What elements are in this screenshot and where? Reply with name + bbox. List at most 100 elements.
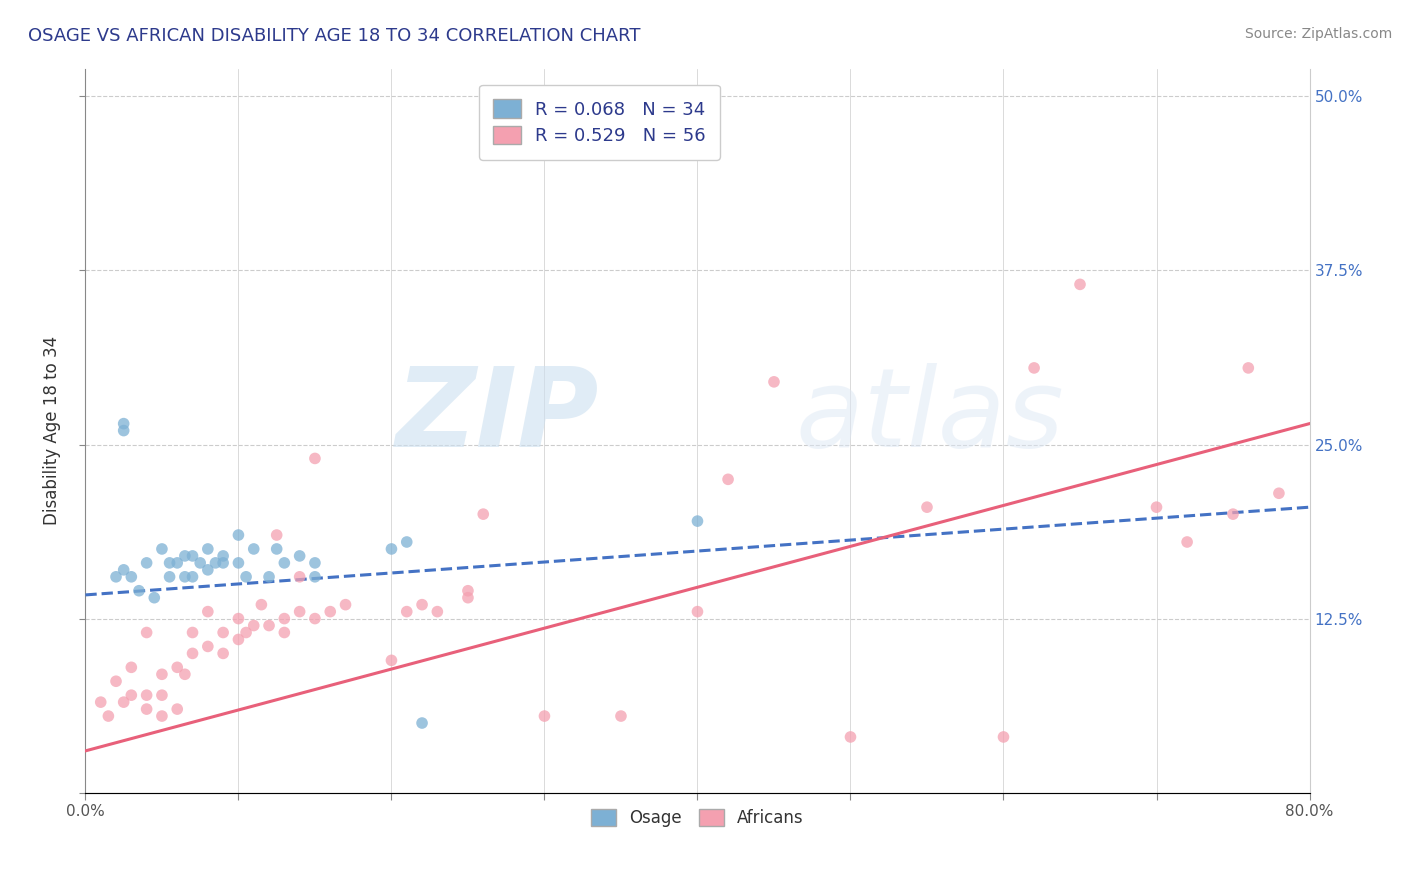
Point: [273, 611, 295, 625]
Point: [212, 625, 235, 640]
Point: [1175, 535, 1198, 549]
Text: Source: ZipAtlas.com: Source: ZipAtlas.com: [1244, 27, 1392, 41]
Point: [150, 688, 173, 702]
Point: [411, 716, 433, 731]
Point: [235, 570, 257, 584]
Point: [181, 549, 204, 563]
Point: [150, 709, 173, 723]
Point: [426, 605, 449, 619]
Point: [273, 625, 295, 640]
Point: [288, 549, 311, 563]
Point: [839, 730, 862, 744]
Point: [273, 556, 295, 570]
Point: [304, 570, 326, 584]
Point: [159, 570, 181, 584]
Point: [173, 570, 195, 584]
Point: [135, 556, 157, 570]
Point: [335, 598, 357, 612]
Point: [181, 570, 204, 584]
Legend: Osage, Africans: Osage, Africans: [583, 800, 813, 835]
Point: [212, 549, 235, 563]
Point: [1069, 277, 1091, 292]
Point: [112, 417, 135, 431]
Point: [90, 695, 112, 709]
Point: [97, 709, 120, 723]
Point: [1268, 486, 1291, 500]
Point: [166, 556, 188, 570]
Point: [395, 535, 418, 549]
Point: [228, 611, 250, 625]
Point: [915, 500, 938, 515]
Point: [105, 570, 128, 584]
Point: [457, 591, 479, 605]
Text: atlas: atlas: [796, 363, 1064, 469]
Point: [228, 556, 250, 570]
Point: [235, 625, 257, 640]
Point: [143, 591, 166, 605]
Point: [135, 702, 157, 716]
Point: [197, 605, 219, 619]
Point: [181, 625, 204, 640]
Point: [150, 541, 173, 556]
Point: [188, 556, 211, 570]
Point: [128, 583, 150, 598]
Point: [242, 618, 264, 632]
Point: [380, 541, 402, 556]
Point: [197, 640, 219, 654]
Point: [166, 702, 188, 716]
Point: [319, 605, 342, 619]
Point: [228, 528, 250, 542]
Point: [257, 618, 280, 632]
Point: [181, 647, 204, 661]
Point: [266, 528, 288, 542]
Point: [304, 556, 326, 570]
Point: [159, 556, 181, 570]
Point: [112, 695, 135, 709]
Point: [1222, 507, 1244, 521]
Point: [686, 514, 709, 528]
Point: [266, 541, 288, 556]
Point: [472, 507, 495, 521]
Point: [533, 709, 555, 723]
Point: [105, 674, 128, 689]
Point: [173, 667, 195, 681]
Point: [610, 709, 633, 723]
Point: [304, 451, 326, 466]
Point: [204, 556, 226, 570]
Point: [112, 563, 135, 577]
Point: [717, 472, 740, 486]
Text: OSAGE VS AFRICAN DISABILITY AGE 18 TO 34 CORRELATION CHART: OSAGE VS AFRICAN DISABILITY AGE 18 TO 34…: [28, 27, 641, 45]
Point: [395, 605, 418, 619]
Point: [120, 688, 142, 702]
Point: [166, 660, 188, 674]
Point: [197, 541, 219, 556]
Point: [288, 570, 311, 584]
Point: [1237, 360, 1260, 375]
Point: [257, 570, 280, 584]
Point: [993, 730, 1015, 744]
Point: [250, 598, 273, 612]
Point: [686, 605, 709, 619]
Point: [1022, 360, 1045, 375]
Point: [304, 611, 326, 625]
Point: [135, 688, 157, 702]
Point: [112, 424, 135, 438]
Point: [242, 541, 264, 556]
Text: ZIP: ZIP: [396, 363, 599, 469]
Point: [173, 549, 195, 563]
Point: [1146, 500, 1168, 515]
Point: [120, 660, 142, 674]
Point: [228, 632, 250, 647]
Point: [150, 667, 173, 681]
Point: [212, 647, 235, 661]
Point: [135, 625, 157, 640]
Point: [212, 556, 235, 570]
Point: [411, 598, 433, 612]
Point: [457, 583, 479, 598]
Point: [762, 375, 785, 389]
Point: [288, 605, 311, 619]
Point: [380, 653, 402, 667]
Y-axis label: Disability Age 18 to 34: Disability Age 18 to 34: [44, 336, 60, 525]
Point: [120, 570, 142, 584]
Point: [197, 563, 219, 577]
